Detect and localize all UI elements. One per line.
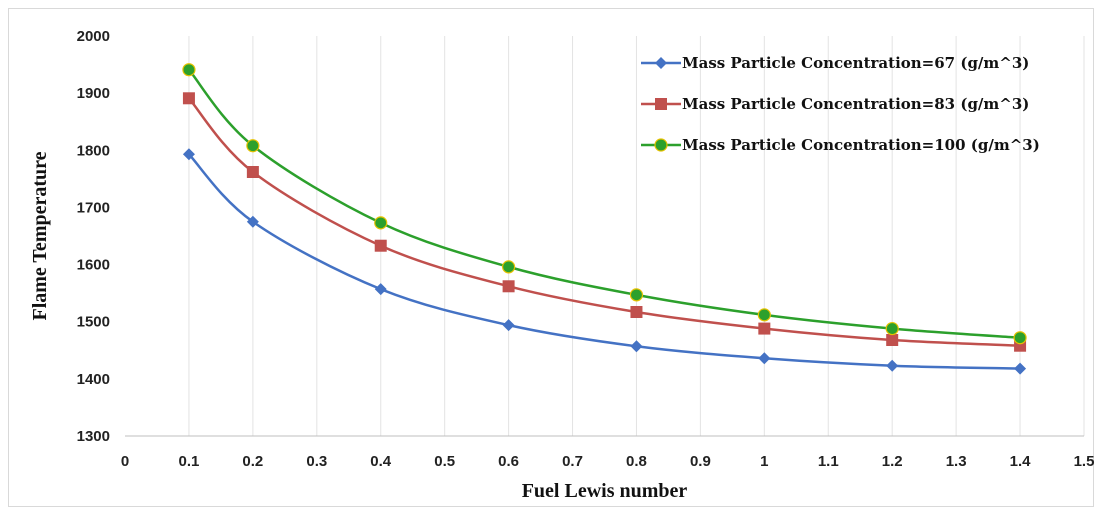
- x-tick-label: 1.5: [1074, 453, 1095, 470]
- data-point: [374, 283, 387, 296]
- x-tick-label: 1.2: [882, 453, 903, 470]
- legend-item-2: Mass Particle Concentration=83 (g/m^3): [641, 95, 1029, 113]
- series-group: [182, 63, 1027, 375]
- data-point: [758, 352, 771, 365]
- data-point: [182, 148, 195, 161]
- legend-label: Mass Particle Concentration=67 (g/m^3): [682, 54, 1029, 72]
- data-point: [758, 322, 771, 335]
- legend-item-1: Mass Particle Concentration=67 (g/m^3): [641, 54, 1029, 72]
- x-tick-label: 0.4: [370, 453, 392, 470]
- y-tick-label: 1500: [77, 314, 110, 331]
- x-tick-label: 0.2: [242, 453, 263, 470]
- data-point: [246, 139, 260, 153]
- x-tick-label: 0.5: [434, 453, 455, 470]
- data-point: [182, 92, 195, 105]
- data-point: [630, 340, 643, 353]
- series-3: [182, 63, 1027, 345]
- x-tick-label: 0.8: [626, 453, 647, 470]
- legend-marker: [655, 98, 667, 110]
- y-tick-label: 1600: [77, 257, 110, 274]
- x-tick-label: 0.1: [179, 453, 200, 470]
- x-tick-label: 1.3: [946, 453, 967, 470]
- y-tick-label: 1400: [77, 371, 110, 388]
- x-tick-label: 0.9: [690, 453, 711, 470]
- data-point: [629, 288, 644, 302]
- legend-label: Mass Particle Concentration=100 (g/m^3): [682, 136, 1040, 154]
- data-point: [182, 63, 196, 77]
- data-point: [246, 215, 259, 228]
- data-point: [502, 260, 516, 274]
- x-tick-labels: 0 0.1 0.2 0.3 0.4 0.5 0.6 0.7 0.8 0.9 1 1.1 1.2 1.3 1.…: [121, 453, 1095, 470]
- data-point: [886, 359, 899, 372]
- data-point: [886, 334, 899, 346]
- x-tick-label: 1: [760, 453, 768, 470]
- grid-lines: [188, 36, 1085, 436]
- data-point: [374, 239, 387, 252]
- x-tick-label: 0.6: [498, 453, 519, 470]
- series-1: [182, 148, 1027, 375]
- y-tick-label: 1900: [77, 85, 110, 102]
- y-tick-label: 2000: [77, 28, 110, 45]
- y-tick-label: 1700: [77, 199, 110, 216]
- data-point: [630, 306, 643, 318]
- data-point: [757, 308, 771, 322]
- x-tick-label: 0.7: [562, 453, 583, 470]
- series-2: [182, 92, 1027, 352]
- x-tick-label: 0.3: [306, 453, 327, 470]
- chart-frame: [8, 8, 1094, 507]
- x-tick-label: 1.4: [1010, 453, 1032, 470]
- y-tick-label: 1800: [77, 142, 110, 159]
- series-line: [187, 97, 1021, 347]
- y-tick-label: 1300: [77, 428, 110, 445]
- data-point: [1013, 331, 1027, 345]
- legend-label: Mass Particle Concentration=83 (g/m^3): [682, 95, 1029, 113]
- legend: Mass Particle Concentration=67 (g/m^3) Ma…: [641, 54, 1040, 154]
- y-tick-labels: 1300 1400 1500 1600 1700 1800 1900 2000: [77, 28, 110, 445]
- legend-marker: [654, 138, 668, 152]
- y-axis-title: Flame Temperature: [29, 151, 51, 320]
- series-line: [188, 153, 1021, 370]
- data-point: [1014, 362, 1027, 375]
- x-tick-label: 0: [121, 453, 129, 470]
- data-point: [502, 319, 515, 332]
- data-point: [502, 280, 515, 293]
- data-point: [374, 216, 388, 230]
- series-line: [187, 68, 1021, 339]
- data-point: [246, 166, 259, 178]
- legend-item-3: Mass Particle Concentration=100 (g/m^3): [641, 136, 1040, 154]
- data-point: [885, 321, 899, 336]
- legend-marker: [655, 57, 667, 69]
- x-axis-title: Fuel Lewis number: [522, 480, 688, 502]
- x-tick-label: 1.1: [818, 453, 839, 470]
